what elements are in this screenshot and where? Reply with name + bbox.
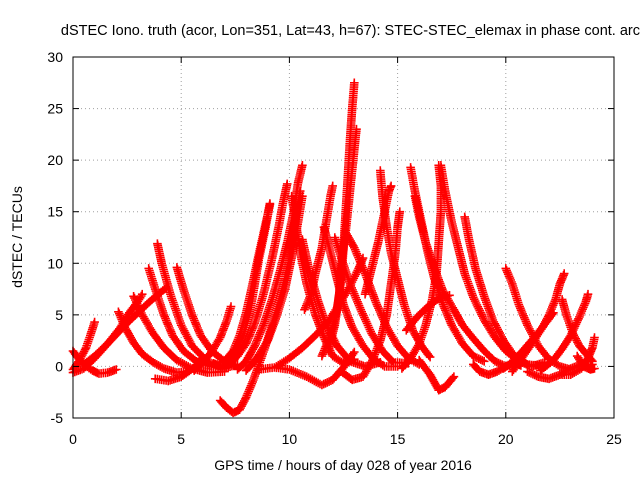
data-series-arc (220, 200, 275, 366)
chart-title: dSTEC Iono. truth (acor, Lon=351, Lat=43… (61, 23, 640, 39)
y-tick-label: 10 (47, 255, 63, 271)
y-tick-label: 5 (55, 307, 63, 323)
data-series-arc (501, 264, 575, 374)
x-tick-label: 0 (69, 431, 77, 447)
y-tick-label: -5 (51, 410, 64, 426)
y-tick-label: 15 (47, 204, 63, 220)
data-series-arc (414, 355, 459, 395)
data-point-markers (189, 302, 236, 375)
data-series-arc (189, 302, 236, 375)
x-tick-label: 20 (498, 431, 514, 447)
data-series-arc (572, 351, 599, 374)
data-point-markers (572, 351, 599, 374)
y-tick-label: 30 (47, 49, 63, 65)
data-point-markers (501, 264, 575, 374)
data-point-markers (224, 179, 292, 369)
data-point-markers (220, 200, 275, 366)
x-tick-label: 10 (282, 431, 298, 447)
axis-ticks: 0 5 10 15 20 25 -5 0 5 10 15 20 25 30 (47, 49, 622, 447)
data-marks (68, 78, 599, 418)
data-series-arc (402, 291, 454, 335)
data-point-markers (414, 355, 459, 395)
x-axis-label: GPS time / hours of day 028 of year 2016 (214, 457, 472, 473)
x-tick-label: 25 (606, 431, 622, 447)
data-point-markers (402, 291, 454, 335)
x-tick-label: 15 (390, 431, 406, 447)
x-tick-label: 5 (177, 431, 185, 447)
data-series-arc (460, 212, 547, 371)
data-series-arc (114, 307, 190, 377)
data-series-arc (224, 179, 292, 369)
data-point-markers (499, 308, 558, 373)
data-point-markers (397, 161, 446, 373)
y-tick-label: 20 (47, 152, 63, 168)
data-series-arc (397, 161, 446, 373)
y-tick-label: 25 (47, 101, 63, 117)
data-series-arc (499, 308, 558, 373)
data-point-markers (460, 212, 547, 371)
data-point-markers (114, 307, 190, 377)
y-tick-label: 0 (55, 358, 63, 374)
plot-frame (72, 56, 615, 419)
y-axis-label: dSTEC / TECUs (9, 186, 25, 288)
